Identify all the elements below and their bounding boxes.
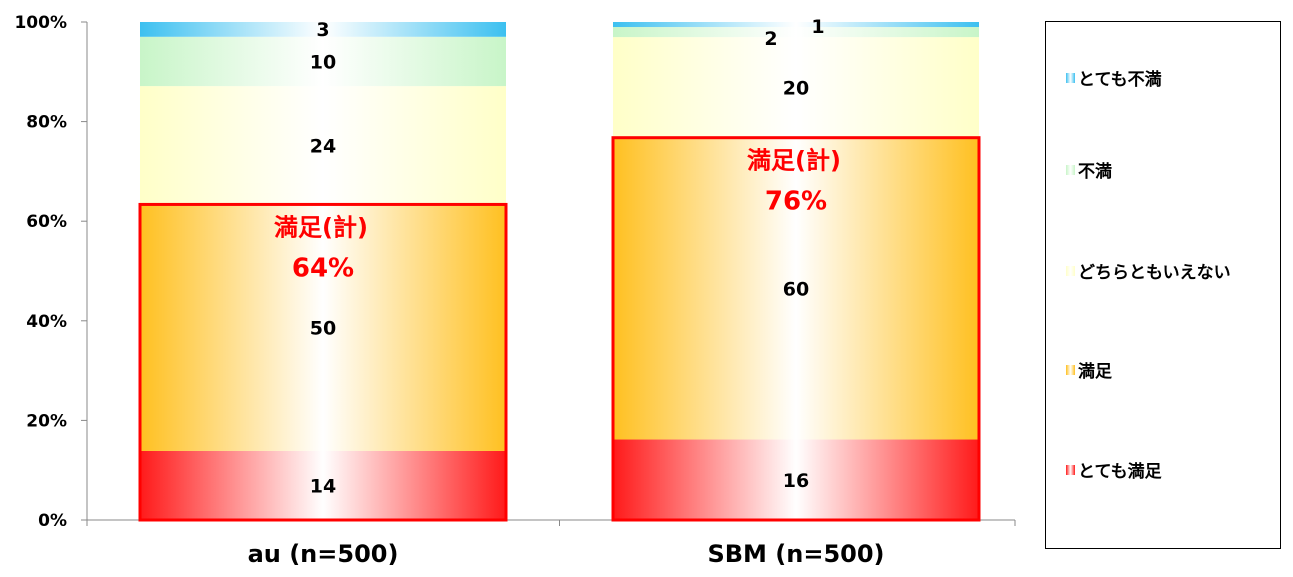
legend-item: とても満足 <box>1066 457 1162 482</box>
data-label: 60 <box>783 279 809 301</box>
data-label: 3 <box>316 19 329 41</box>
bar-segment <box>140 450 506 520</box>
stacked-bar-chart: 0%20%40%60%80%100%au (n=500) SBM (n=500) … <box>14 13 1016 568</box>
legend-swatch <box>1066 72 1075 83</box>
chart-legend: とても不満不満どちらともいえない 満足とても満足 <box>1045 21 1281 549</box>
bar-segment <box>613 37 979 138</box>
y-tick-label: 20% <box>26 411 67 431</box>
highlight-label: 満足(計) <box>747 147 841 175</box>
data-label: 10 <box>310 51 336 73</box>
y-tick-label: 100% <box>14 13 67 33</box>
data-label: 20 <box>783 77 809 99</box>
data-label: 16 <box>783 470 809 492</box>
legend-label: とても不満 <box>1078 70 1162 90</box>
legend-item: 不満 <box>1066 157 1112 182</box>
legend-label: 満足 <box>1078 362 1112 382</box>
y-tick-label: 80% <box>26 113 67 133</box>
highlight-label: 満足(計) <box>274 213 368 241</box>
data-label: 14 <box>310 475 336 497</box>
x-category-label: SBM (n=500) <box>707 540 884 568</box>
legend-item: とても不満 <box>1066 65 1162 90</box>
y-tick-label: 0% <box>38 511 67 531</box>
bar-segment <box>140 86 506 205</box>
highlight-box <box>138 202 508 522</box>
bar-segment <box>613 27 979 38</box>
bar-segment <box>140 22 506 37</box>
data-label: 2 <box>764 28 777 50</box>
legend-item: 満足 <box>1066 357 1112 382</box>
highlight-box <box>611 136 981 522</box>
legend-swatch <box>1066 265 1075 276</box>
legend-label: とても満足 <box>1078 462 1162 482</box>
bar-segment <box>613 137 979 440</box>
bar-segment <box>613 22 979 28</box>
highlight-value: 76% <box>765 187 827 217</box>
legend-swatch <box>1066 364 1075 375</box>
legend-item: どちらともいえない <box>1066 258 1231 283</box>
data-label: 1 <box>811 16 824 38</box>
legend-swatch <box>1066 464 1075 475</box>
data-label: 24 <box>310 135 336 157</box>
highlight-value: 64% <box>292 253 354 283</box>
bar-segment <box>140 204 506 451</box>
legend-label: 不満 <box>1078 162 1112 182</box>
y-tick-label: 60% <box>26 212 67 232</box>
legend-swatch <box>1066 164 1075 175</box>
legend-label: どちらともいえない <box>1078 263 1231 283</box>
bar-segment <box>613 439 979 520</box>
x-category-label: au (n=500) <box>248 540 399 568</box>
y-tick-label: 40% <box>26 312 67 332</box>
bar-segment <box>140 36 506 87</box>
data-label: 50 <box>310 318 336 340</box>
